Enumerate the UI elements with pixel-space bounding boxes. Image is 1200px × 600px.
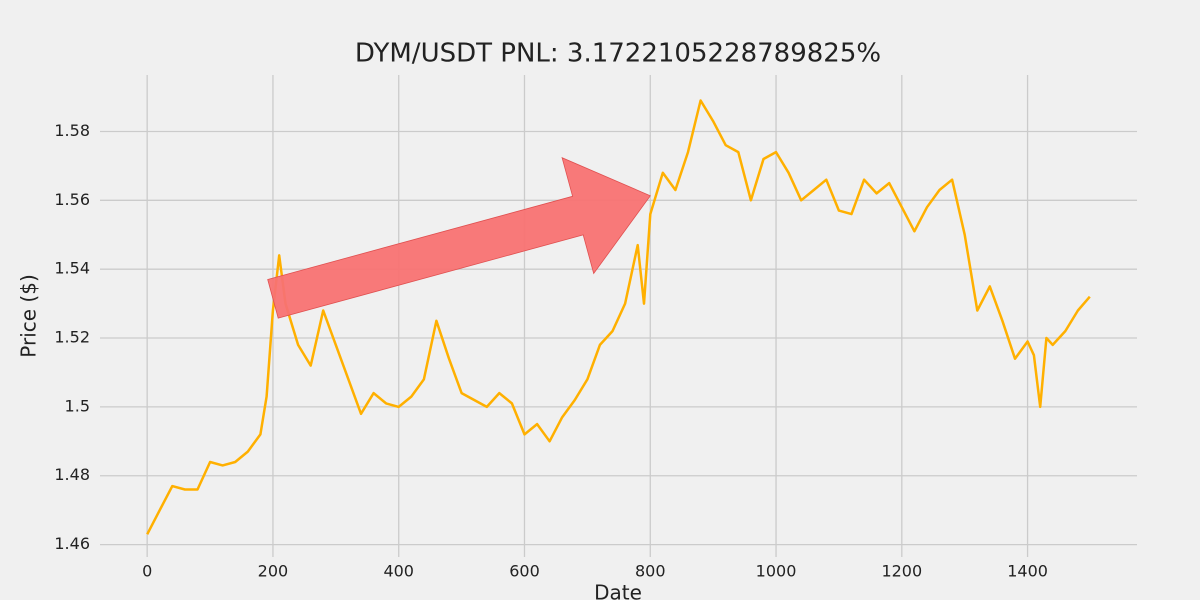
y-tick-label: 1.48 [54, 465, 90, 484]
y-tick-label: 1.5 [65, 396, 90, 415]
x-tick-label: 1200 [881, 562, 922, 581]
x-tick-label: 1000 [756, 562, 797, 581]
y-tick-label: 1.56 [54, 190, 90, 209]
trade-arrow [267, 157, 651, 319]
x-tick-label: 600 [509, 562, 540, 581]
y-tick-label: 1.58 [54, 121, 90, 140]
y-tick-label: 1.46 [54, 534, 90, 553]
y-axis-label: Price ($) [17, 274, 41, 357]
y-tick-label: 1.54 [54, 259, 90, 278]
x-tick-label: 200 [258, 562, 289, 581]
x-tick-label: 1400 [1007, 562, 1048, 581]
x-tick-label: 0 [142, 562, 152, 581]
x-tick-label: 800 [635, 562, 666, 581]
chart-title: DYM/USDT PNL: 3.1722105228789825% [355, 39, 881, 69]
price-line [146, 99, 1091, 535]
x-tick-label: 400 [383, 562, 414, 581]
x-axis-label: Date [594, 581, 642, 600]
y-tick-label: 1.52 [54, 328, 90, 347]
